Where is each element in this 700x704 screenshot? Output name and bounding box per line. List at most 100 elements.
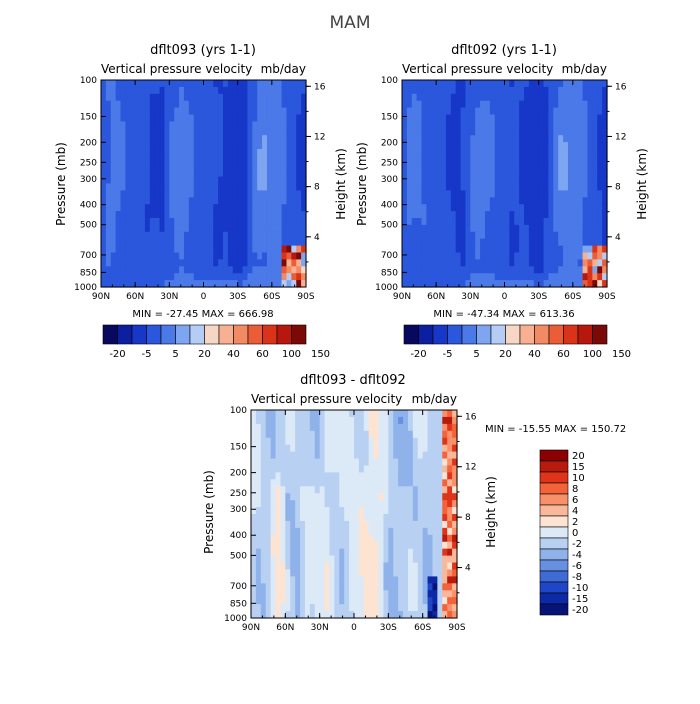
contour-cell [445,80,452,88]
contour-cell [135,252,141,260]
contour-cell [314,410,321,418]
contour-cell [255,514,262,522]
contour-cell [421,224,427,233]
contour-cell [427,562,434,571]
contour-cell [465,169,471,178]
contour-cell [164,176,170,185]
contour-cell [378,486,385,494]
contour-cell [504,128,510,136]
contour-cell [319,583,326,591]
contour-cell [484,231,491,240]
contour-cell [208,149,214,157]
contour-cell [406,183,413,191]
contour-cell [101,121,107,129]
contour-cell [455,149,462,157]
contour-cell [426,86,432,95]
contour-cell [354,430,360,439]
contour-cell [110,80,117,88]
contour-cell [470,121,476,129]
contour-cell [354,444,360,453]
contour-cell [301,266,307,274]
contour-cell [183,273,190,281]
contour-cell [553,245,559,254]
contour-cell [519,142,525,150]
contour-cell [538,218,545,226]
contour-cell [412,465,419,473]
contour-cell [422,437,429,446]
contour-cell [105,273,112,281]
contour-cell [567,80,574,88]
contour-cell [388,548,394,557]
contour-cell [393,444,399,453]
contour-cell [533,190,540,198]
contour-cell [514,128,520,136]
contour-cell [179,135,185,143]
contour-cell [533,114,540,122]
contour-cell [304,604,311,612]
x-tick-label: 60N [276,623,294,633]
contour-cell [208,231,214,240]
contour-cell [431,183,437,191]
contour-cell [270,416,277,425]
contour-cell [484,114,491,122]
contour-cell [120,280,126,288]
contour-cell [169,197,175,205]
contour-cell [475,183,481,191]
contour-cell [393,486,399,494]
contour-cell [290,451,296,460]
contour-cell [411,218,418,226]
contour-cell [154,211,161,219]
contour-cell [543,266,550,274]
contour-cell [509,280,515,288]
contour-cell [447,458,453,467]
contour-cell [475,252,481,260]
contour-cell [300,597,306,605]
contour-cell [329,590,335,598]
contour-cell [140,176,146,185]
contour-cell [489,155,496,164]
contour-cell [455,238,462,247]
contour-cell [514,183,520,191]
contour-cell [174,86,180,95]
contour-cell [140,149,146,157]
contour-cell [218,218,224,226]
contour-cell [484,218,491,226]
contour-cell [285,430,291,439]
contour-cell [489,190,496,198]
y-tick-label: 850 [230,599,247,609]
contour-cell [450,80,457,88]
colorbar-box [539,537,569,550]
contour-cell [373,569,380,577]
contour-cell [101,266,107,274]
contour-cell [358,562,365,571]
contour-cell [577,231,584,240]
contour-cell [470,100,476,109]
contour-cell [275,604,282,612]
contour-cell [524,135,530,143]
colorbar-box [403,324,419,345]
contour-cell [101,100,107,109]
contour-cell [334,410,340,418]
contour-cell [572,231,579,240]
contour-cell [101,218,107,226]
contour-cell [393,458,399,467]
contour-cell [304,493,311,501]
contour-cell [402,224,408,233]
contour-cell [445,93,452,102]
contour-cell [548,93,554,102]
contour-cell [203,93,209,102]
contour-cell [494,100,501,109]
contour-cell [300,472,306,480]
contour-cell [275,472,282,480]
contour-cell [577,162,584,171]
contour-cell [290,458,296,467]
contour-cell [314,458,321,467]
contour-cell [407,507,414,515]
contour-cell [597,149,603,157]
contour-cell [432,472,438,480]
contour-cell [354,583,360,591]
contour-cell [416,162,423,171]
contour-cell [432,520,438,529]
contour-cell [422,465,429,473]
contour-cell [417,465,424,473]
